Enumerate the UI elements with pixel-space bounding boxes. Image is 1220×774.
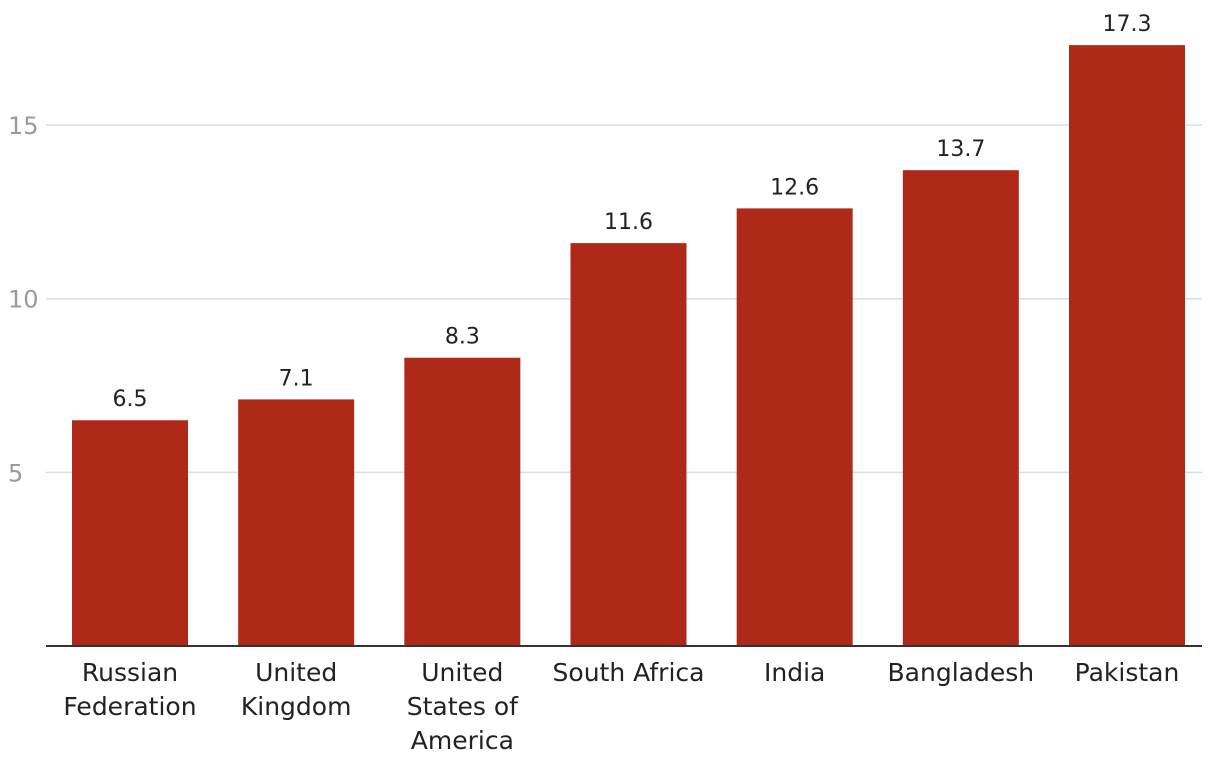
category-label: United bbox=[421, 658, 503, 687]
bar bbox=[736, 208, 853, 647]
category-label: United bbox=[255, 658, 337, 687]
category-label: South Africa bbox=[553, 658, 705, 687]
bar bbox=[238, 399, 355, 646]
value-labels: 6.5 7.1 8.3 11.6 12.6 13.7 17.3 bbox=[113, 12, 1152, 412]
category-label: Federation bbox=[63, 692, 196, 721]
bar-value-label: 17.3 bbox=[1103, 12, 1152, 37]
category-labels: Russian Federation United Kingdom United Stat… bbox=[63, 658, 1179, 755]
category-label: Russian bbox=[82, 658, 178, 687]
category-label: Pakistan bbox=[1075, 658, 1180, 687]
bar-value-label: 7.1 bbox=[279, 366, 314, 391]
category-label: India bbox=[764, 658, 825, 687]
bar bbox=[902, 170, 1019, 646]
category-label: Bangladesh bbox=[888, 658, 1035, 687]
y-axis-ticks: 5 10 15 bbox=[8, 112, 39, 487]
bar bbox=[570, 243, 687, 646]
y-tick-label: 10 bbox=[8, 286, 39, 314]
bar bbox=[1069, 45, 1185, 647]
y-tick-label: 15 bbox=[8, 112, 39, 140]
bar-value-label: 12.6 bbox=[770, 175, 819, 200]
category-label: America bbox=[411, 726, 514, 755]
bar-value-label: 8.3 bbox=[445, 325, 480, 350]
category-label: States of bbox=[407, 692, 519, 721]
bar-value-label: 13.7 bbox=[936, 137, 985, 162]
bar-value-label: 11.6 bbox=[604, 210, 653, 235]
bar bbox=[72, 420, 188, 646]
bars bbox=[72, 45, 1185, 647]
bar bbox=[404, 357, 521, 646]
category-label: Kingdom bbox=[241, 692, 352, 721]
y-tick-label: 5 bbox=[8, 459, 23, 487]
bar-value-label: 6.5 bbox=[113, 387, 148, 412]
